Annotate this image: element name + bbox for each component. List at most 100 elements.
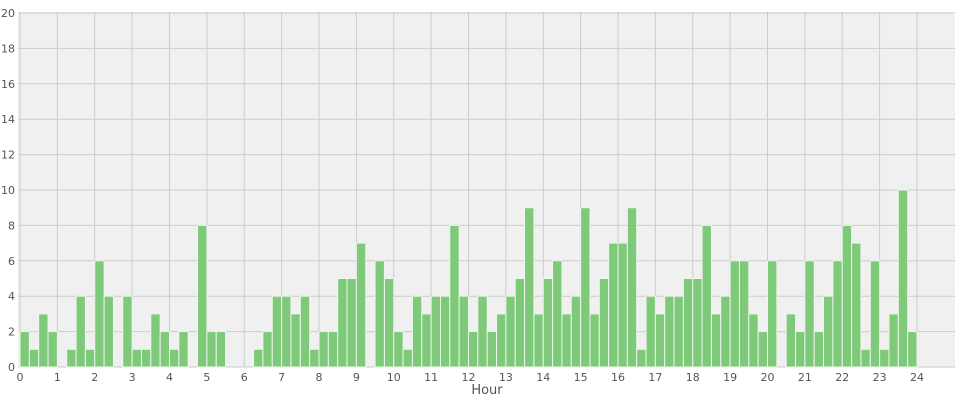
histogram-bar (673, 295, 684, 368)
histogram-bar (84, 348, 96, 368)
histogram-bar (524, 207, 535, 368)
x-tick-label: 13 (499, 371, 513, 384)
x-tick-label: 6 (241, 371, 248, 384)
histogram-bar (486, 331, 498, 368)
histogram-bar (832, 260, 843, 368)
y-tick-label: 20 (1, 7, 15, 20)
histogram-bar (318, 331, 329, 368)
histogram-bar (159, 331, 170, 368)
histogram-bar (327, 331, 339, 368)
histogram-bar (813, 331, 825, 368)
histogram-bar (729, 260, 740, 368)
histogram-bar (888, 313, 899, 368)
histogram-bar (281, 295, 292, 368)
histogram-bar (636, 348, 647, 368)
histogram-bar (468, 331, 479, 368)
histogram-bar (598, 278, 610, 368)
histogram-bar (795, 331, 806, 368)
y-tick-label: 0 (8, 361, 15, 374)
histogram-bar (47, 331, 58, 368)
histogram-bar (458, 295, 469, 368)
histogram-bar (692, 278, 703, 368)
x-tick-label: 20 (761, 371, 775, 384)
x-tick-label: 15 (574, 371, 588, 384)
histogram-bar (299, 295, 311, 368)
histogram-bar (355, 242, 367, 368)
histogram-bar (748, 313, 759, 368)
x-axis-title: Hour (471, 383, 503, 398)
histogram-bar (262, 331, 273, 368)
y-tick-label: 14 (1, 113, 15, 126)
x-tick-label: 10 (387, 371, 401, 384)
histogram-bar (682, 278, 694, 368)
histogram-bar (374, 260, 385, 368)
histogram-bar (430, 295, 441, 368)
x-tick-label: 1 (54, 371, 61, 384)
histogram-bar (449, 224, 460, 368)
histogram-bar (421, 313, 432, 368)
y-tick-label: 10 (1, 184, 15, 197)
x-tick-label: 21 (798, 371, 812, 384)
x-tick-label: 17 (648, 371, 662, 384)
histogram-bar (664, 295, 675, 368)
histogram-bar (907, 331, 918, 368)
x-tick-label: 24 (910, 371, 924, 384)
histogram-bar (710, 313, 722, 368)
histogram-bar (337, 278, 348, 368)
histogram-bar (439, 295, 451, 368)
histogram-bar (215, 331, 227, 368)
x-tick-label: 14 (536, 371, 550, 384)
histogram-bar (701, 224, 712, 368)
y-axis-ticks: 0 2 4 6 8 10 12 14 16 18 20 (1, 7, 15, 374)
y-tick-label: 2 (8, 326, 15, 339)
histogram-bar (131, 348, 142, 368)
x-tick-label: 2 (91, 371, 98, 384)
histogram-bar (19, 331, 30, 368)
histogram-bar (851, 242, 862, 368)
histogram-bar (720, 295, 731, 368)
histogram-bar (505, 295, 516, 368)
histogram-bar (271, 295, 283, 368)
histogram-bar (608, 242, 619, 368)
histogram-bar (346, 278, 357, 368)
histogram-bar (28, 348, 40, 368)
histogram-bar (514, 278, 526, 368)
histogram-bar (496, 313, 507, 368)
y-tick-label: 6 (8, 255, 15, 268)
x-tick-label: 22 (835, 371, 849, 384)
histogram-bar (140, 348, 152, 368)
y-tick-label: 18 (1, 42, 15, 55)
histogram-bar (253, 348, 264, 368)
x-tick-label: 5 (203, 371, 210, 384)
histogram-bar (66, 348, 77, 368)
histogram-bar (617, 242, 628, 368)
x-tick-label: 19 (723, 371, 737, 384)
histogram-bar (654, 313, 666, 368)
histogram-bar (103, 295, 114, 368)
histogram-bar (75, 295, 86, 368)
histogram-bar (38, 313, 49, 368)
histogram-bar (122, 295, 133, 368)
histogram-bar (738, 260, 750, 368)
x-tick-label: 16 (611, 371, 625, 384)
x-tick-label: 18 (686, 371, 700, 384)
bars (19, 189, 918, 368)
x-tick-label: 23 (873, 371, 887, 384)
x-tick-label: 12 (462, 371, 476, 384)
histogram-bar (178, 331, 189, 368)
histogram-bar (197, 224, 208, 368)
histogram-bar (897, 189, 909, 368)
histogram-bar (823, 295, 834, 368)
histogram-bar (393, 331, 404, 368)
histogram-bar (150, 313, 161, 368)
histogram-bar (383, 278, 395, 368)
histogram-bar (561, 313, 572, 368)
histogram-bar (804, 260, 815, 368)
histogram-bar (169, 348, 180, 368)
y-tick-label: 16 (1, 78, 15, 91)
x-tick-label: 11 (424, 371, 438, 384)
histogram-bar (411, 295, 423, 368)
histogram-bar (879, 348, 890, 368)
histogram-bar (477, 295, 488, 368)
